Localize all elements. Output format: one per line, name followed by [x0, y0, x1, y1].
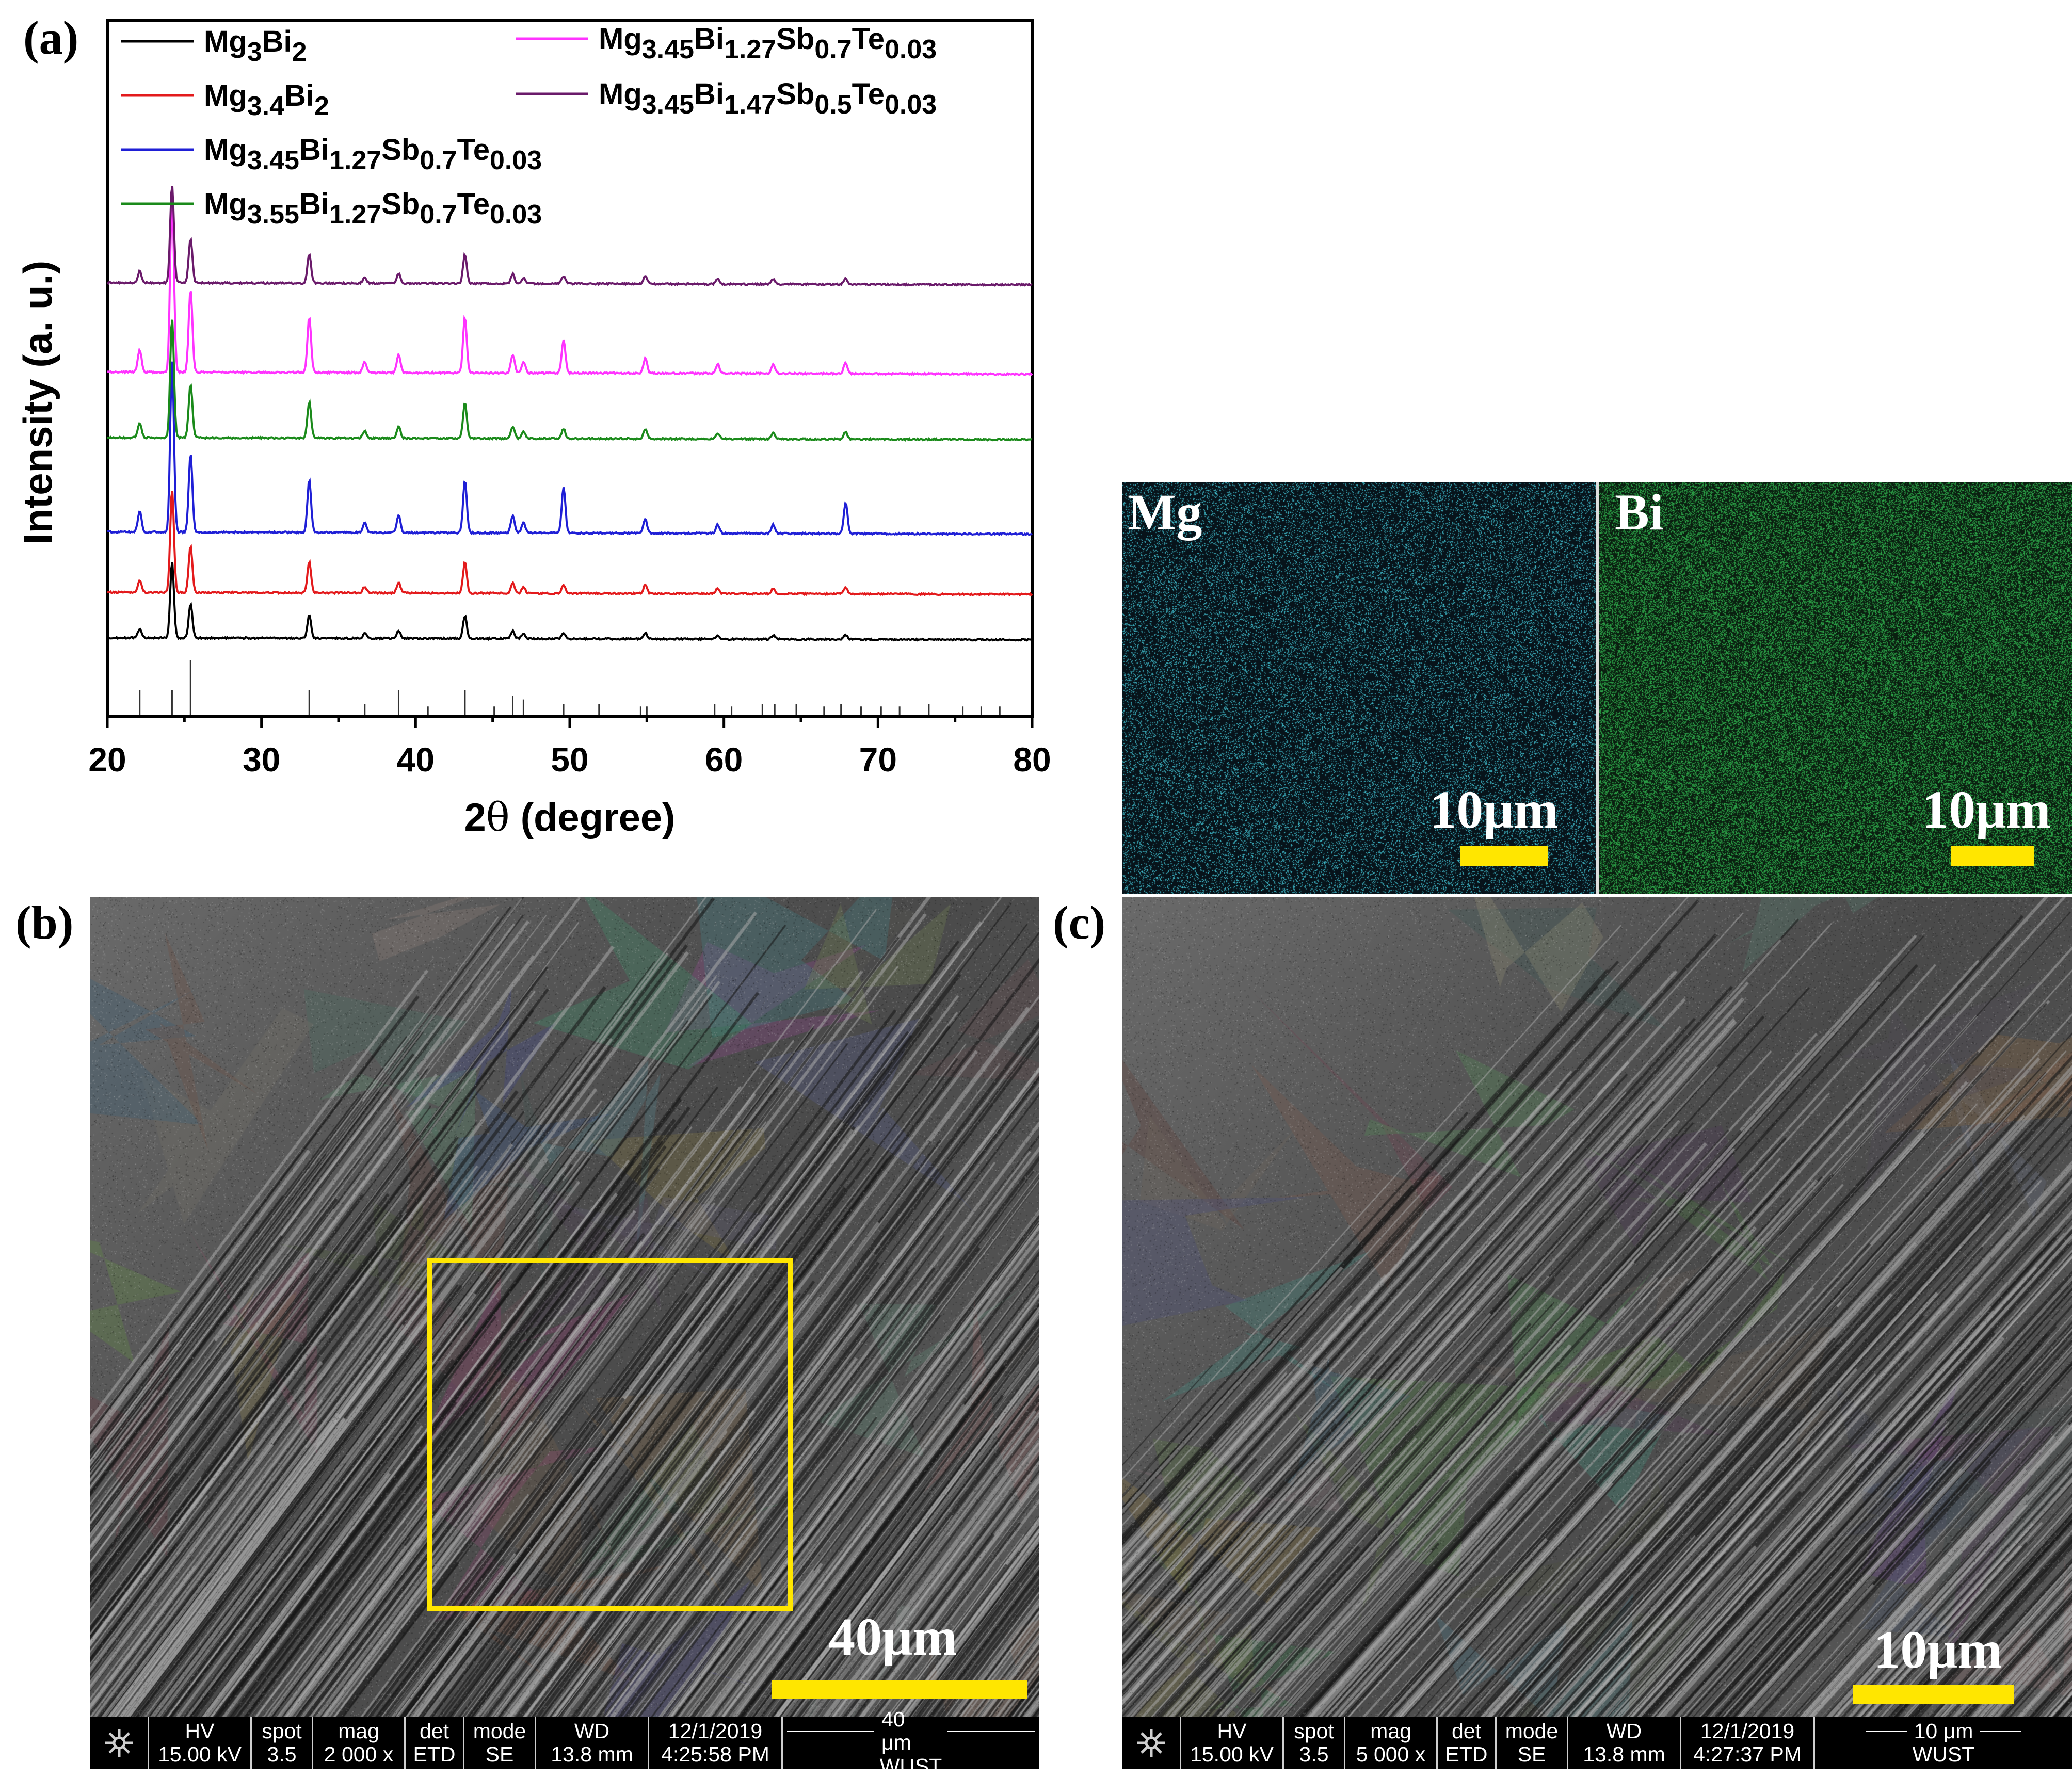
- footer-scale-line-right: [947, 1730, 1035, 1732]
- footer-logo: [1122, 1717, 1181, 1769]
- plot-frame: [106, 19, 1034, 718]
- legend-label: Mg3.45Bi1.47Sb0.5Te0.03: [599, 77, 937, 120]
- legend-label: Mg3Bi2: [204, 25, 307, 67]
- map-label-mg: Mg: [1128, 483, 1202, 541]
- x-tick-label: 80: [1013, 740, 1051, 779]
- fei-logo-icon: [105, 1729, 133, 1757]
- footer-mag: 5 000 x: [1356, 1742, 1426, 1766]
- xrd-chart: Intensity (a. u.) 20 30 40 50 60 70 80 Mg3Bi2M…: [15, 19, 1051, 840]
- footer-mag-label: mag: [338, 1719, 379, 1743]
- footer-spot-label: spot: [1294, 1719, 1334, 1743]
- legend-label: Mg3.45Bi1.27Sb0.7Te0.03: [204, 133, 542, 175]
- sem-c-scale-bar: [1853, 1685, 2014, 1704]
- sem-c-footer: HV 15.00 kV spot 3.5 mag 5 000 x det ETD mod…: [1122, 1717, 2072, 1769]
- x-axis-label: 2θ (degree): [464, 794, 675, 840]
- sem-image-c: 10μm: [1122, 897, 2072, 1717]
- map-mg-scale-text: 10μm: [1429, 780, 1559, 839]
- footer-scale: 10 μm: [1865, 1719, 2022, 1743]
- sem-texture-b: [90, 897, 1039, 1717]
- reference-sticks: [139, 660, 1001, 715]
- footer-spot-label: spot: [262, 1719, 302, 1743]
- footer-mode: SE: [485, 1742, 514, 1766]
- footer-scale-line-left: [787, 1730, 874, 1732]
- map-label-bi: Bi: [1615, 483, 1664, 541]
- footer-mode-label: mode: [1505, 1719, 1559, 1743]
- footer-logo: [90, 1717, 149, 1769]
- footer-det-label: det: [1452, 1719, 1481, 1743]
- footer-hv: 15.00 kV: [1190, 1742, 1274, 1766]
- series-line-2: [107, 491, 1033, 597]
- footer-scale: 40 μm: [787, 1708, 1035, 1754]
- footer-det-label: det: [420, 1719, 449, 1743]
- x-tick-label: 20: [88, 740, 126, 779]
- footer-mag: 2 000 x: [324, 1742, 394, 1766]
- legend: Mg3Bi2 Mg3.4Bi2 Mg3.45Bi1.27Sb0.7Te0.03 Mg3…: [121, 22, 937, 230]
- sem-texture-c: [1122, 897, 2072, 1717]
- map-mg-scale-bar: [1460, 846, 1548, 866]
- series-line-1: [106, 562, 1032, 642]
- footer-date: 12/1/2019: [1700, 1719, 1795, 1743]
- footer-mode-label: mode: [473, 1719, 526, 1743]
- footer-hv-label: HV: [1217, 1719, 1247, 1743]
- series-line-4: [106, 319, 1033, 442]
- series-line-6: [106, 186, 1033, 287]
- fei-logo-icon: [1137, 1729, 1165, 1757]
- series-line-5: [107, 190, 1033, 377]
- footer-scale-label: 10 μm: [1914, 1719, 1973, 1743]
- footer-wd: 13.8 mm: [551, 1742, 633, 1766]
- footer-scale-line-right: [1980, 1730, 2022, 1732]
- x-tick-label: 60: [705, 740, 743, 779]
- footer-spot: 3.5: [1299, 1742, 1329, 1766]
- x-tick-label: 30: [243, 740, 280, 779]
- footer-time: 4:27:37 PM: [1693, 1742, 1802, 1766]
- footer-wd-label: WD: [1606, 1719, 1642, 1743]
- x-tick-label: 40: [397, 740, 435, 779]
- footer-wd-label: WD: [574, 1719, 610, 1743]
- sem-image-b: 40μm: [90, 897, 1039, 1717]
- panel-label-a: (a): [23, 11, 79, 64]
- footer-scale-label: 40 μm: [881, 1707, 911, 1755]
- footer-spot: 3.5: [267, 1742, 297, 1766]
- footer-time: 4:25:58 PM: [661, 1742, 769, 1766]
- x-tick-label: 50: [551, 740, 588, 779]
- footer-scale-line-left: [1865, 1730, 1907, 1732]
- footer-mode: SE: [1517, 1742, 1546, 1766]
- x-tick-label: 70: [859, 740, 897, 779]
- x-axis-ticks: 20 30 40 50 60 70 80: [88, 716, 1051, 779]
- map-bi-scale-text: 10μm: [1922, 780, 2051, 839]
- sem-b-scale-text: 40μm: [828, 1607, 957, 1667]
- footer-mag-label: mag: [1370, 1719, 1411, 1743]
- mg-dot-map: [1122, 482, 1596, 894]
- bi-dot-map: [1599, 482, 2072, 894]
- legend-label: Mg3.4Bi2: [204, 79, 329, 121]
- panel-label-b: (b): [15, 896, 74, 949]
- footer-date: 12/1/2019: [668, 1719, 763, 1743]
- map-divider: [1596, 482, 1599, 894]
- footer-org: WUST: [879, 1754, 942, 1778]
- highlight-box: [427, 1258, 793, 1611]
- panel-label-c: (c): [1053, 896, 1106, 949]
- footer-hv-label: HV: [185, 1719, 215, 1743]
- sem-b-scale-bar: [772, 1680, 1027, 1699]
- footer-det: ETD: [413, 1742, 456, 1766]
- sem-c-scale-text: 10μm: [1873, 1620, 2002, 1679]
- eds-map-mg: Mg 10μm: [1122, 482, 1596, 894]
- series-line-3: [107, 361, 1033, 536]
- y-axis-label: Intensity (a. u.): [15, 261, 60, 544]
- footer-wd: 13.8 mm: [1583, 1742, 1665, 1766]
- legend-label: Mg3.45Bi1.27Sb0.7Te0.03: [599, 22, 937, 64]
- map-bi-scale-bar: [1951, 846, 2034, 866]
- sem-b-footer: HV 15.00 kV spot 3.5 mag 2 000 x det ETD mod…: [90, 1708, 1039, 1777]
- footer-det: ETD: [1445, 1742, 1488, 1766]
- footer-org: WUST: [1912, 1742, 1975, 1766]
- footer-hv: 15.00 kV: [158, 1742, 242, 1766]
- eds-map-bi: Bi 10μm: [1599, 482, 2072, 894]
- legend-label: Mg3.55Bi1.27Sb0.7Te0.03: [204, 187, 542, 230]
- series-group: [106, 186, 1033, 642]
